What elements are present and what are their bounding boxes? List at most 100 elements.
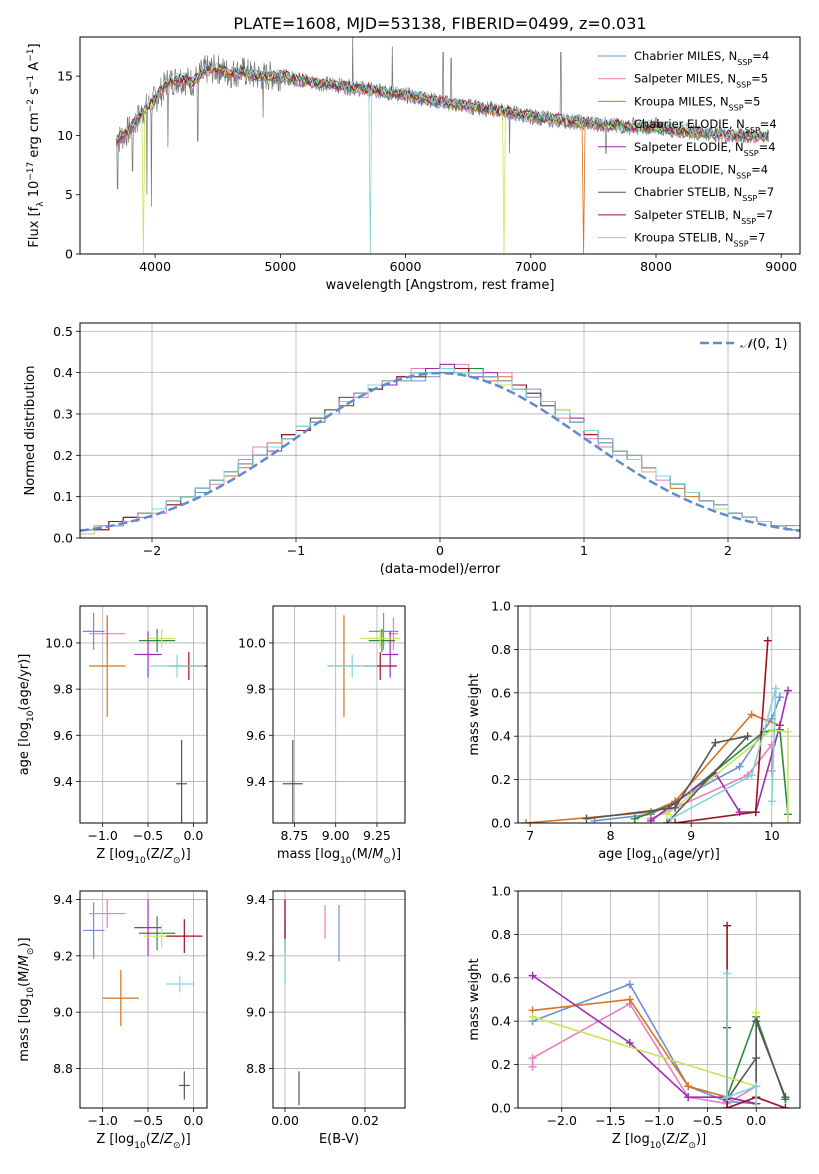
errorbar-point — [89, 615, 126, 717]
axes-frame — [272, 605, 406, 824]
legend-model: Kroupa STELIB, N — [634, 231, 734, 245]
label-part: mass weight — [467, 958, 482, 1040]
label-part: (age/yr)] — [17, 654, 32, 711]
x-tick-label: 2 — [724, 543, 732, 558]
y-tick-label: 0.4 — [491, 729, 511, 744]
weight-line — [726, 973, 758, 1108]
errorbar-point — [102, 969, 139, 1027]
legend-sub: SSP — [741, 216, 756, 225]
y-tick-label: 0.5 — [53, 324, 73, 339]
panel-mass_vs_EBV: 0.00 0.02 8.8 9.0 9.2 9.4 E(B-V) — [246, 890, 406, 1147]
weight-marker — [684, 1082, 693, 1091]
y-tick-label: 9.8 — [246, 682, 266, 697]
label-part: (M/ — [352, 847, 373, 862]
legend-entry: Kroupa ELODIE, NSSP=4 — [634, 163, 768, 181]
y-tick-label: 10 — [57, 128, 73, 143]
label-part: 10 — [27, 181, 42, 202]
weight-marker — [747, 710, 756, 719]
x-tick-label: 1 — [580, 543, 588, 558]
plot-area — [82, 612, 207, 823]
x-tick-label: 0 — [436, 543, 444, 558]
weight-marker — [663, 810, 672, 819]
y-tick-label: 0.2 — [491, 772, 511, 787]
panel-residuals: −2 −1 0 1 2 0.0 0.1 0.2 0.3 0.4 0.5 𝒩(0, 1) (data-mo… — [23, 322, 801, 577]
x-tick-label: 6000 — [390, 259, 422, 274]
y-tick-label: 9.0 — [53, 1005, 73, 1020]
x-axis-label: Z [log10(Z/Z⊙)] — [96, 847, 190, 866]
y-axis-label: mass weight — [467, 673, 482, 755]
y-tick-label: 0.0 — [491, 816, 511, 831]
x-tick-label: 8.75 — [281, 828, 309, 843]
label-part: λ — [36, 201, 46, 207]
gaussian-curve — [80, 371, 800, 533]
figure-title: PLATE=1608, MJD=53138, FIBERID=0499, z=0… — [233, 14, 646, 33]
panel-mass_vs_Z: −1.0 −0.5 0.08.89.09.29.4Z [log10(Z/Z⊙)]ma… — [17, 890, 208, 1151]
label-part: (Z/ — [661, 1132, 680, 1147]
y-axis-label: Normed distribution — [23, 366, 38, 496]
panel-weight_vs_Z: −2.0 −1.5 −1.0 −0.5 0.0 0.0 0.2 0.4 0.6 0.8 1.0 Z [… — [467, 884, 801, 1151]
label-part: wavelength [Angstrom, rest frame] — [326, 278, 555, 293]
weight-marker — [625, 1038, 634, 1047]
label-part: (M/ — [17, 966, 32, 987]
plot-area — [80, 363, 800, 535]
weight-marker — [723, 969, 732, 978]
weight-marker — [781, 1104, 790, 1108]
weight-marker — [747, 771, 756, 780]
weight-line — [666, 728, 789, 823]
errorbar-point — [166, 919, 203, 953]
weight-marker — [752, 1054, 761, 1063]
y-tick-label: 9.4 — [246, 774, 266, 789]
y-tick-label: 0.1 — [53, 489, 73, 504]
x-tick-label: −1.0 — [644, 1113, 674, 1128]
label-part: )] — [181, 847, 191, 862]
panel-age_vs_mass: 8.75 9.00 9.25 9.4 9.6 9.8 10.0 mass [log10(M/M… — [238, 605, 406, 866]
plot-area — [115, 37, 769, 254]
label-part: s — [27, 88, 42, 99]
x-axis-label: E(B-V) — [319, 1132, 359, 1147]
y-tick-label: 0.2 — [491, 1057, 511, 1072]
plot-area — [284, 899, 405, 1106]
label-part: M — [372, 847, 383, 862]
y-tick-label: 0.4 — [491, 1014, 511, 1029]
x-tick-label: 7 — [526, 828, 534, 843]
label-part: mass [ — [277, 847, 320, 862]
y-tick-label: 0.6 — [491, 685, 511, 700]
y-tick-label: 10.0 — [45, 635, 73, 650]
legend-entry: 𝒩(0, 1) — [740, 337, 787, 352]
errorbar-point — [82, 902, 105, 959]
plot-area — [522, 636, 792, 823]
weight-marker — [783, 686, 792, 695]
weight-marker — [671, 803, 680, 812]
errorbar-point — [138, 916, 176, 951]
y-axis-label: mass weight — [467, 958, 482, 1040]
weight-marker — [630, 814, 639, 823]
legend-model: Salpeter ELODIE, N — [634, 140, 744, 154]
legend-model: Salpeter MILES, N — [634, 72, 736, 86]
x-tick-label: 9.25 — [363, 828, 391, 843]
label-part: (Z/ — [146, 1132, 165, 1147]
x-tick-label: 0.0 — [746, 1113, 766, 1128]
legend-entry: Salpeter ELODIE, NSSP=4 — [634, 140, 776, 158]
weight-marker — [667, 814, 676, 823]
histogram-step-line — [80, 367, 800, 531]
y-tick-label: 9.6 — [246, 728, 266, 743]
label-part: 10 — [134, 856, 146, 866]
x-axis-label: mass [log10(M/M⊙)] — [277, 847, 401, 866]
legend-sub: SSP — [736, 80, 751, 89]
y-axis-label: Flux [fλ 10−17 erg cm−2 s−1 A−1] — [26, 43, 46, 247]
label-part: erg cm — [27, 112, 42, 161]
legend-model: Salpeter STELIB, N — [634, 208, 741, 222]
legend-nssp: =4 — [759, 140, 776, 154]
label-part: age [ — [598, 847, 631, 862]
legend-args: (0, 1) — [752, 337, 787, 352]
legend-entry: Chabrier STELIB, NSSP=7 — [634, 185, 774, 203]
x-axis-label: age [log10(age/yr)] — [598, 847, 720, 866]
legend-model: Chabrier ELODIE, N — [634, 117, 745, 131]
label-part: ] — [27, 43, 42, 48]
label-part: Normed distribution — [23, 366, 38, 496]
x-tick-label: −2.0 — [547, 1113, 577, 1128]
plot-area — [528, 921, 790, 1108]
weight-marker — [528, 1054, 537, 1063]
